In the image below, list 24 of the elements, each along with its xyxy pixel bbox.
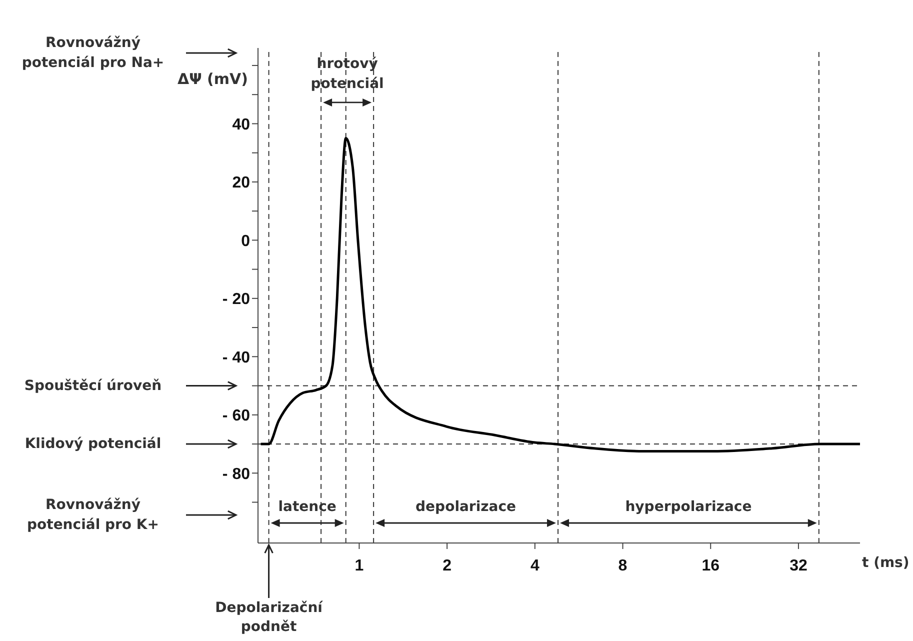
annotation: latence [277, 498, 338, 517]
y-tick-label: 0 [241, 232, 250, 250]
text: Rovnovážný potenciál pro K+ [26, 496, 160, 535]
x-axis-title: t (ms) [862, 555, 910, 571]
annotation: hrotový potenciál [310, 55, 385, 94]
x-tick-label: 2 [442, 557, 452, 574]
text: Klidový potenciál [24, 435, 162, 454]
y-tick-label: - 60 [222, 408, 250, 425]
y-tick-label: - 20 [222, 291, 250, 308]
annotation: hyperpolarizace [624, 498, 753, 517]
y-tick-label: - 40 [222, 349, 250, 366]
x-tick-label: 32 [790, 557, 808, 574]
y-tick-label: 40 [232, 116, 250, 134]
text: Depolarizační podnět [214, 599, 324, 637]
y-tick-label: 20 [232, 174, 250, 192]
y-axis-title: ΔΨ (mV) [176, 70, 248, 88]
annotation: depolarizace [414, 498, 518, 517]
y-tick-label: - 80 [222, 466, 250, 483]
x-tick-label: 8 [618, 557, 628, 574]
text: Spouštěcí úroveň [23, 376, 163, 396]
text: Rovnovážný potenciál pro Na+ [20, 34, 166, 73]
x-tick-label: 16 [702, 557, 720, 574]
x-tick-label: 1 [354, 557, 364, 574]
x-tick-label: 4 [530, 557, 540, 574]
